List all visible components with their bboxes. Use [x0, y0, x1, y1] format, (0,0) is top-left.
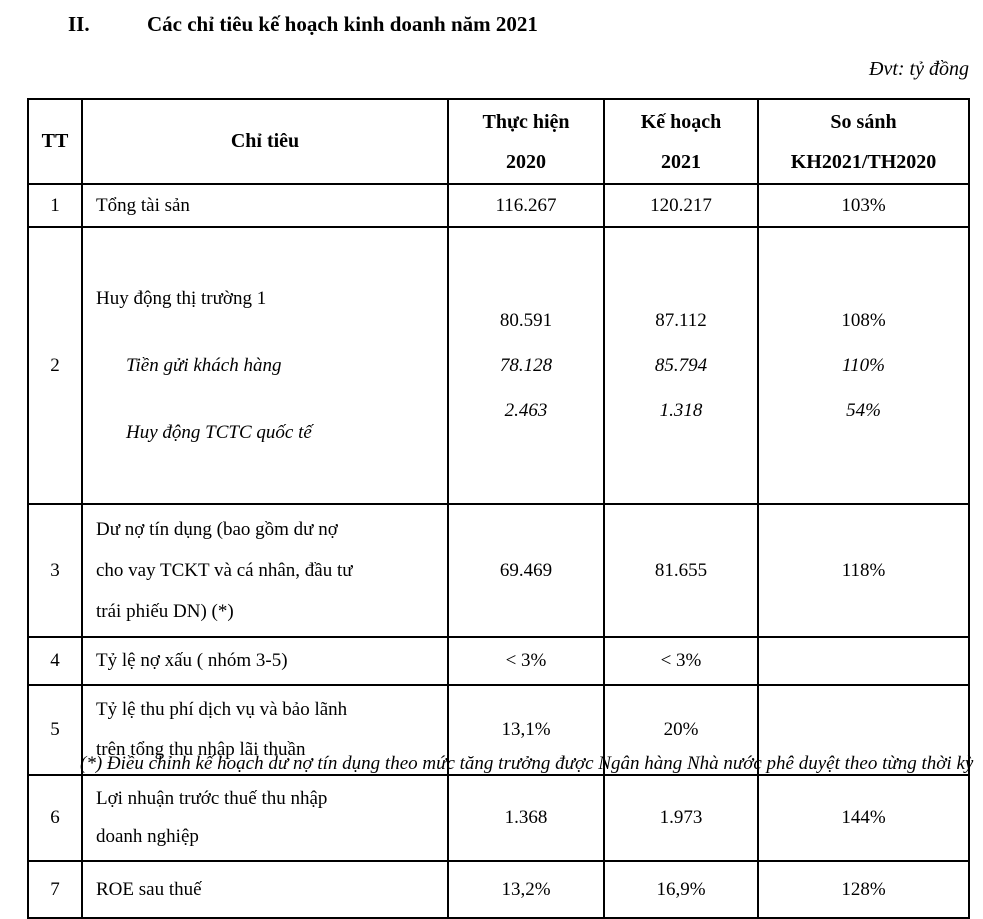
cell-actual-6: 1.368 — [447, 774, 605, 862]
cell-indicator-6: Lợi nhuận trước thuế thu nhập doanh nghi… — [81, 774, 449, 862]
footnote-clipped: (*) Điều chỉnh kế hoạch dư nợ tín dụng t… — [80, 753, 974, 774]
header-indicator: Chỉ tiêu — [81, 98, 449, 185]
cell-plan-7: 16,9% — [603, 860, 759, 919]
section-number: II. — [68, 12, 90, 36]
document-page: { "page": { "section_number": "II.", "ti… — [27, 12, 974, 919]
plan-2-sub2: 1.318 — [659, 400, 703, 421]
table-row-6: 6 Lợi nhuận trước thuế thu nhập doanh ng… — [27, 774, 970, 862]
cell-plan-2: 87.112 85.794 1.318 — [603, 226, 759, 505]
cell-compare-3: 118% — [757, 503, 970, 638]
cell-indicator-1: Tổng tài sản — [81, 183, 449, 228]
table-row-7: 7 ROE sau thuế 13,2% 16,9% 128% — [27, 860, 970, 919]
cell-tt-3: 3 — [27, 503, 83, 638]
indicator-2-sub2: Huy động TCTC quốc tế — [126, 422, 312, 443]
plan-2-sub1: 85.794 — [654, 355, 708, 376]
cell-tt-4: 4 — [27, 636, 83, 686]
cell-indicator-4: Tỷ lệ nợ xấu ( nhóm 3-5) — [81, 636, 449, 686]
cell-actual-7: 13,2% — [447, 860, 605, 919]
unit-label: Đvt: tỷ đồng — [869, 58, 969, 80]
indicator-2-main: Huy động thị trường 1 — [96, 288, 267, 309]
header-actual-line1: Thực hiện — [482, 110, 570, 133]
header-tt: TT — [27, 98, 83, 185]
header-plan-2021: Kế hoạch 2021 — [603, 98, 759, 185]
section-title: II. Các chỉ tiêu kế hoạch kinh doanh năm … — [68, 12, 538, 37]
cell-indicator-2: Huy động thị trường 1 Tiền gửi khách hàn… — [81, 226, 449, 505]
cell-indicator-7: ROE sau thuế — [81, 860, 449, 919]
cell-tt-1: 1 — [27, 183, 83, 228]
cell-compare-1: 103% — [757, 183, 970, 228]
cell-compare-2: 108% 110% 54% — [757, 226, 970, 505]
header-actual-line2: 2020 — [506, 150, 546, 173]
page-title: Các chỉ tiêu kế hoạch kinh doanh năm 202… — [147, 12, 538, 36]
table-row-3: 3 Dư nợ tín dụng (bao gồm dư nợ cho vay … — [27, 503, 970, 638]
cell-plan-6: 1.973 — [603, 774, 759, 862]
actual-2-main: 80.591 — [499, 310, 553, 331]
cell-plan-4: < 3% — [603, 636, 759, 686]
cell-tt-5: 5 — [27, 684, 83, 776]
header-compare-line1: So sánh — [830, 110, 897, 133]
cell-plan-3: 81.655 — [603, 503, 759, 638]
cell-actual-2: 80.591 78.128 2.463 — [447, 226, 605, 505]
actual-2-sub1: 78.128 — [499, 355, 553, 376]
indicator-2-sub1: Tiền gửi khách hàng — [126, 355, 282, 376]
header-actual-2020: Thực hiện 2020 — [447, 98, 605, 185]
cell-actual-4: < 3% — [447, 636, 605, 686]
cell-tt-6: 6 — [27, 774, 83, 862]
kpi-table: TT Chỉ tiêu Thực hiện 2020 Kế hoạch 2021… — [27, 98, 970, 919]
cell-actual-3: 69.469 — [447, 503, 605, 638]
cell-tt-2: 2 — [27, 226, 83, 505]
table-row-2: 2 Huy động thị trường 1 Tiền gửi khách h… — [27, 226, 970, 505]
cell-compare-6: 144% — [757, 774, 970, 862]
actual-2-sub2: 2.463 — [504, 400, 548, 421]
header-compare-line2: KH2021/TH2020 — [790, 150, 937, 173]
table-header-row: TT Chỉ tiêu Thực hiện 2020 Kế hoạch 2021… — [27, 98, 970, 185]
table-row-1: 1 Tổng tài sản 116.267 120.217 103% — [27, 183, 970, 228]
cell-compare-4 — [757, 636, 970, 686]
table-row-4: 4 Tỷ lệ nợ xấu ( nhóm 3-5) < 3% < 3% — [27, 636, 970, 686]
header-plan-line1: Kế hoạch — [640, 110, 722, 133]
cell-tt-7: 7 — [27, 860, 83, 919]
compare-2-main: 108% — [841, 310, 886, 331]
cell-indicator-3: Dư nợ tín dụng (bao gồm dư nợ cho vay TC… — [81, 503, 449, 638]
cell-actual-1: 116.267 — [447, 183, 605, 228]
compare-2-sub1: 110% — [842, 355, 885, 376]
header-compare: So sánh KH2021/TH2020 — [757, 98, 970, 185]
cell-compare-7: 128% — [757, 860, 970, 919]
cell-plan-1: 120.217 — [603, 183, 759, 228]
plan-2-main: 87.112 — [655, 310, 707, 331]
compare-2-sub2: 54% — [846, 400, 881, 421]
header-plan-line2: 2021 — [661, 150, 701, 173]
